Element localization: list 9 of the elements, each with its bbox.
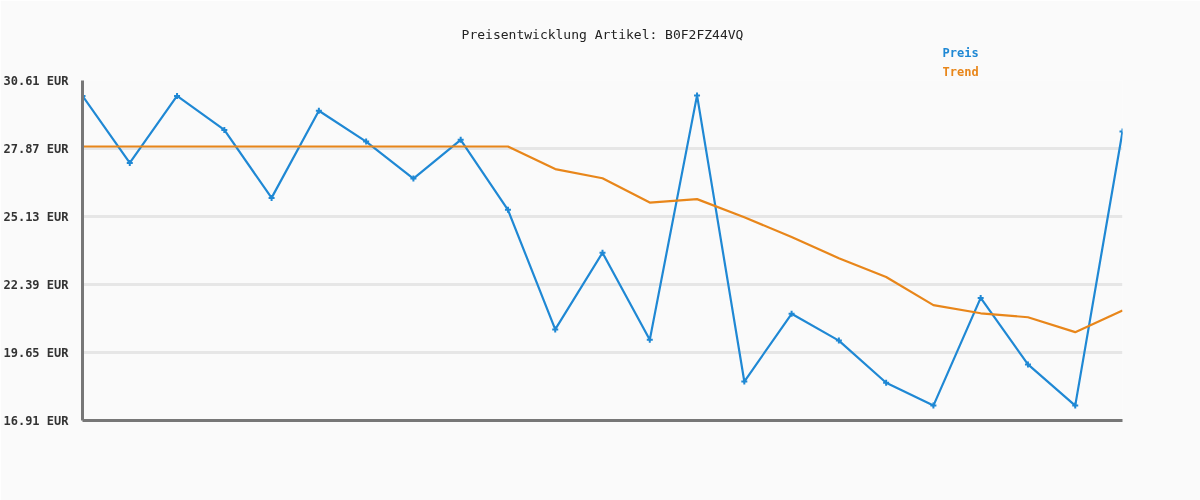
y-tick-label: 25.13 EUR [3,209,70,224]
y-tick-label: 19.65 EUR [3,345,70,360]
y-tick-label: 16.91 EUR [3,413,70,428]
text: Preis [942,46,979,60]
text: Trend [942,65,979,79]
y-tick-label: 22.39 EUR [3,277,70,292]
y-tick-label: 27.87 EUR [3,141,70,156]
y-tick-label: 30.61 EUR [3,73,70,88]
chart-title: Preisentwicklung Artikel: B0F2FZ44VQ [461,26,744,42]
